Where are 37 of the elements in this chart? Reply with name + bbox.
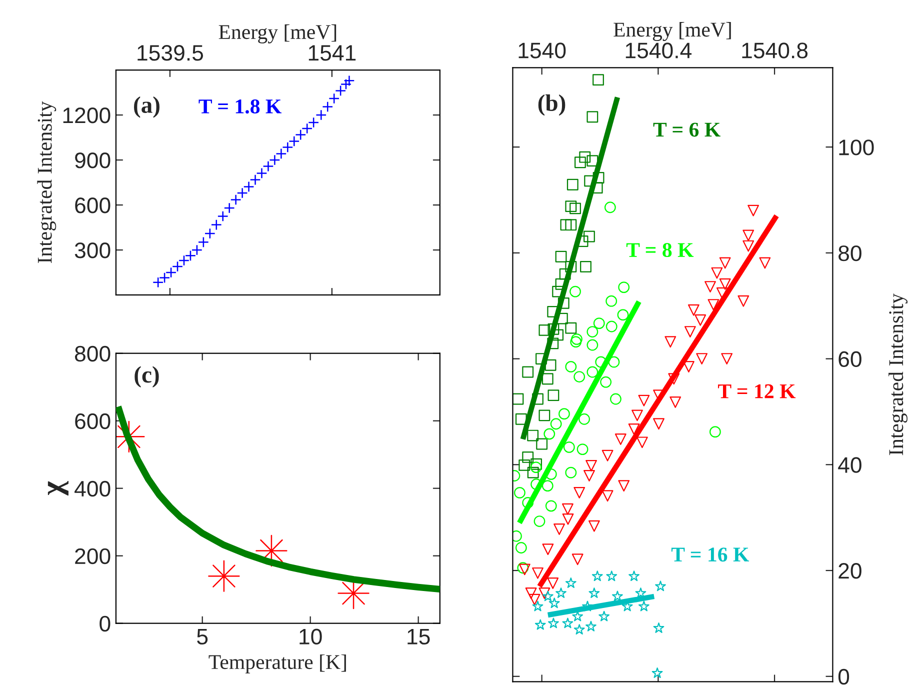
x-tick-label: 10 — [300, 628, 322, 644]
x-axis-title: Energy [meV] — [614, 22, 731, 41]
x-tick-label: 1540.8 — [742, 42, 808, 58]
series-label: T = 8 K — [626, 243, 694, 258]
y-axis-title: Integrated Intensity — [888, 293, 908, 456]
x-tick-label: 1540 — [518, 42, 566, 58]
y-tick-label: 20 — [838, 563, 862, 579]
y-tick-label: 400 — [74, 480, 110, 497]
chart-title: (c) — [134, 366, 159, 388]
x-tick-label: 1539.5 — [138, 45, 204, 61]
x-tick-label: 15 — [408, 628, 430, 644]
y-tick-label: 100 — [839, 140, 874, 156]
y-axis-title: χ — [48, 480, 68, 496]
y-tick-label: 60 — [838, 351, 862, 368]
series-label: T = 16 K — [671, 548, 750, 562]
x-axis-title: Temperature [K] — [208, 654, 346, 674]
text: T = 6 K — [653, 122, 720, 137]
y-tick-label: 80 — [838, 245, 862, 262]
y-tick-label: 200 — [75, 548, 110, 564]
y-tick-label: 600 — [75, 413, 110, 430]
y-tick-label: 0 — [838, 668, 850, 685]
y-tick-label: 300 — [74, 242, 110, 258]
y-tick-label: 600 — [75, 198, 110, 214]
text: (b) — [538, 94, 566, 116]
y-tick-label: 40 — [838, 457, 862, 473]
series-label: T = 1.8 K — [198, 99, 282, 114]
y-tick-label: 800 — [74, 346, 110, 362]
text: (a) — [134, 96, 160, 118]
y-tick-label: 0 — [100, 616, 110, 632]
y-tick-label: 900 — [75, 152, 110, 168]
series-label: T = 12 K — [718, 384, 796, 398]
x-axis-title: Energy [meV] — [218, 24, 336, 44]
y-tick-label: 1200 — [63, 108, 110, 124]
x-tick-label: 1541 — [308, 45, 356, 61]
x-tick-label: 1540.4 — [626, 42, 692, 58]
y-axis-title: Integrated Intensity — [37, 101, 56, 264]
x-tick-label: 5 — [197, 628, 208, 644]
